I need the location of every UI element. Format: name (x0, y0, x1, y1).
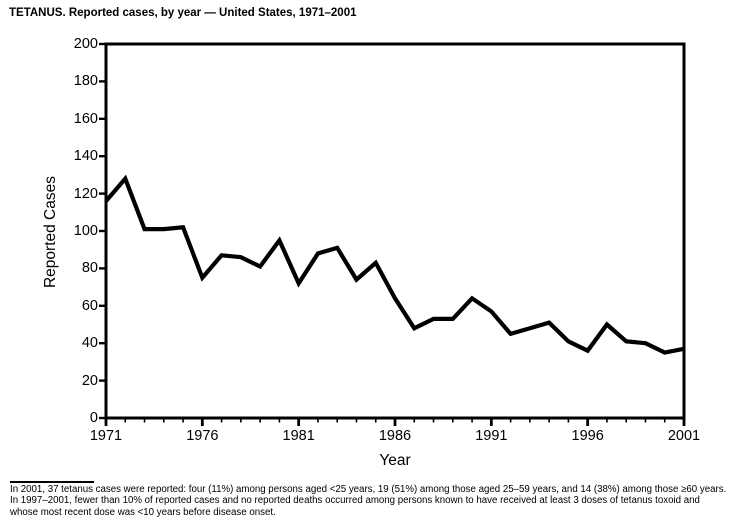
y-axis-tick-label: 0 (89, 410, 98, 426)
y-axis-tick-label: 180 (73, 73, 98, 90)
data-line (104, 174, 685, 355)
x-axis-tick-label: 1971 (89, 428, 123, 444)
y-axis-tick-label: 160 (73, 110, 98, 127)
x-axis-ticks (104, 418, 686, 426)
x-axis-tick-label: 1991 (475, 428, 508, 444)
y-axis-title: Reported Cases (42, 175, 59, 289)
y-axis-tick-label: 140 (73, 148, 98, 165)
x-axis-tick-label: 1996 (571, 428, 604, 444)
x-axis-title: Year (379, 452, 411, 469)
y-axis-tick-label: 120 (73, 185, 98, 202)
footnote-line: whose most recent dose was <10 years bef… (10, 506, 276, 518)
line-chart: 0 20 40 60 80 100 120 140 160 180 200 1971 1976 1981 1… (42, 36, 701, 469)
y-axis-tick-label: 40 (81, 335, 98, 352)
plot-frame (104, 42, 686, 420)
y-axis-tick-label: 20 (81, 372, 98, 389)
y-axis-ticks (99, 42, 106, 420)
line-chart-plot (99, 42, 686, 426)
x-axis-tick-label: 1981 (282, 428, 315, 444)
y-axis-tick-label: 200 (73, 36, 98, 52)
footnote-divider (10, 481, 94, 483)
y-axis-tick-label: 80 (81, 260, 98, 277)
footnote-line: In 2001, 37 tetanus cases were reported:… (10, 484, 727, 495)
y-axis-tick-label: 100 (73, 223, 98, 239)
x-axis-tick-label: 2001 (667, 428, 701, 444)
y-axis-tick-label: 60 (81, 297, 98, 314)
x-axis-tick-label: 1986 (378, 428, 412, 444)
footnote-line: In 1997–2001, fewer than 10% of reported… (10, 495, 700, 507)
x-axis-tick-label: 1976 (186, 428, 219, 444)
footnote: In 2001, 37 tetanus cases were reported:… (10, 484, 755, 518)
chart-title: TETANUS. Reported cases, by year — Unite… (9, 7, 357, 19)
